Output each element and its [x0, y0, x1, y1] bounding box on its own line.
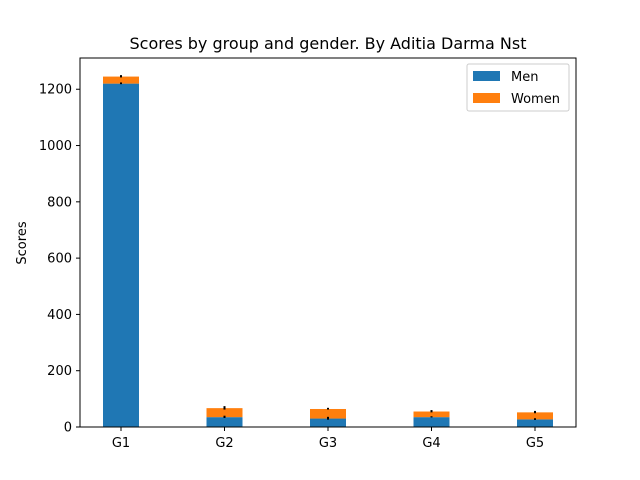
x-tick-label: G5: [526, 436, 544, 451]
y-tick-label: 1200: [39, 83, 72, 98]
plot-frame: [79, 57, 577, 428]
bar-men-g5: [517, 419, 553, 427]
bar-women-g5: [517, 412, 553, 420]
legend-swatch-men: [473, 71, 500, 81]
legend-swatch-women: [473, 93, 500, 103]
legend-label-women: Women: [511, 92, 560, 107]
y-tick-label: 1000: [39, 139, 72, 154]
x-tick-label: G2: [215, 436, 233, 451]
y-axis: 0 200 400 600 800 1000 1200: [39, 83, 80, 436]
bar-women-g3: [310, 408, 346, 419]
x-tick-label: G4: [422, 436, 440, 451]
bar-women-g4: [413, 411, 450, 418]
x-axis: G1 G2 G3 G4 G5: [112, 427, 544, 451]
legend: Men Women: [466, 63, 570, 112]
bar-men-g3: [310, 418, 346, 427]
chart-title: Scores by group and gender. By Aditia Da…: [130, 34, 527, 53]
y-tick-label: 400: [47, 308, 72, 323]
error-bars: [120, 75, 536, 420]
bars: [103, 76, 553, 427]
bar-men-g4: [413, 417, 450, 427]
y-tick-label: 0: [64, 421, 72, 436]
y-tick-label: 600: [47, 252, 72, 267]
y-tick-label: 800: [47, 195, 72, 210]
bar-women-g1: [103, 76, 139, 84]
y-tick-label: 200: [47, 364, 72, 379]
bar-women-g2: [206, 408, 243, 418]
y-axis-label: Scores: [15, 221, 30, 264]
x-tick-label: G3: [319, 436, 337, 451]
x-tick-label: G1: [112, 436, 130, 451]
bar-men-g2: [206, 417, 243, 427]
bar-men-g1: [103, 83, 139, 427]
legend-label-men: Men: [511, 70, 538, 85]
